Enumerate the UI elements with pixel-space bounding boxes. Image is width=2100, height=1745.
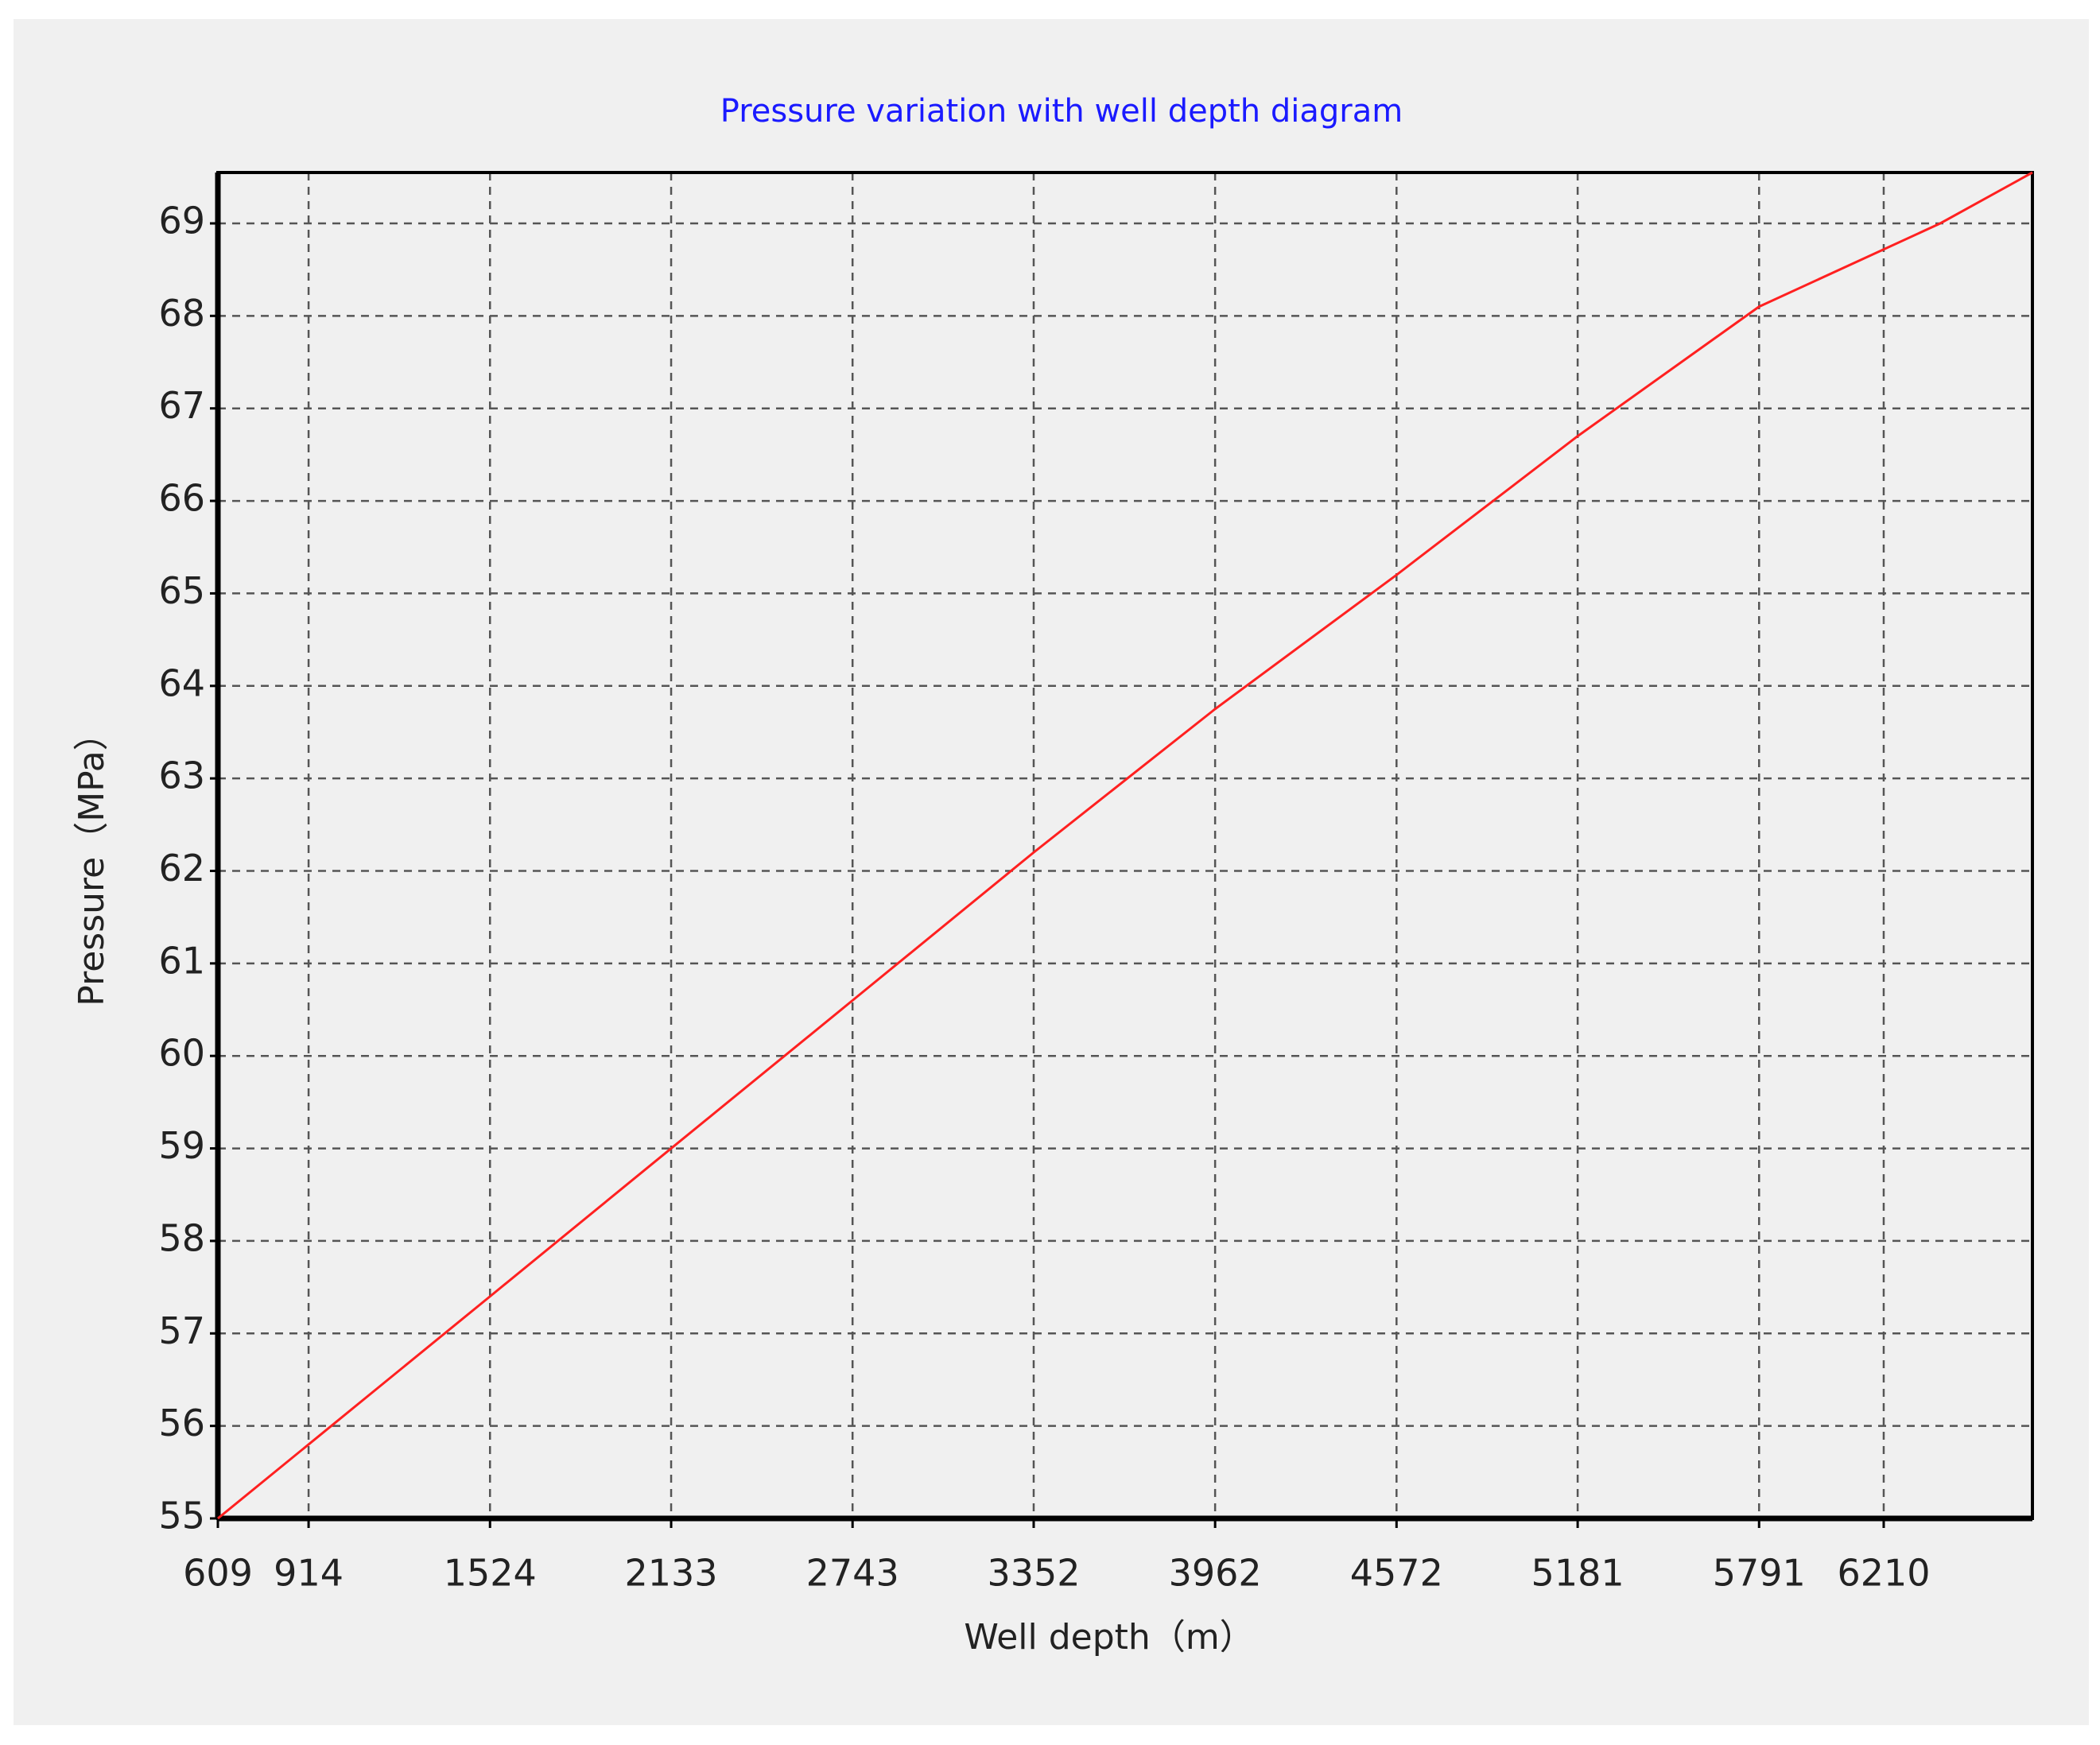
x-tick-label: 914 — [274, 1552, 344, 1595]
y-tick-label: 55 — [158, 1495, 205, 1538]
y-tick-label: 59 — [158, 1124, 205, 1167]
x-tick-label: 609 — [183, 1552, 253, 1595]
y-tick-label: 69 — [158, 199, 205, 242]
x-tick-label: 1524 — [444, 1552, 537, 1595]
x-tick-label: 3352 — [987, 1552, 1080, 1595]
y-tick-label: 62 — [158, 847, 205, 890]
x-tick-label: 6210 — [1837, 1552, 1930, 1595]
y-tick-label: 60 — [158, 1032, 205, 1075]
x-tick-label: 5791 — [1713, 1552, 1806, 1595]
y-tick-label: 68 — [158, 292, 205, 335]
y-tick-label: 61 — [158, 939, 205, 982]
x-tick-label: 5181 — [1531, 1552, 1624, 1595]
plot-area — [218, 173, 2032, 1518]
y-tick-label: 67 — [158, 384, 205, 427]
x-tick-label: 2743 — [806, 1552, 899, 1595]
x-tick-label: 3962 — [1169, 1552, 1262, 1595]
y-tick-label: 64 — [158, 661, 205, 704]
y-axis-title: Pressure（MPa） — [72, 715, 112, 1006]
y-tick-label: 56 — [158, 1402, 205, 1444]
y-tick-label: 58 — [158, 1216, 205, 1259]
x-axis-title: Well depth（m） — [964, 1617, 1254, 1658]
y-tick-label: 57 — [158, 1309, 205, 1352]
y-tick-label: 63 — [158, 754, 205, 797]
data-line — [217, 171, 2033, 1520]
y-tick-label: 65 — [158, 569, 205, 612]
y-tick-label: 66 — [158, 477, 205, 520]
chart-title: Pressure variation with well depth diagr… — [720, 93, 1403, 130]
x-tick-label: 2133 — [624, 1552, 717, 1595]
x-tick-label: 4572 — [1350, 1552, 1443, 1595]
